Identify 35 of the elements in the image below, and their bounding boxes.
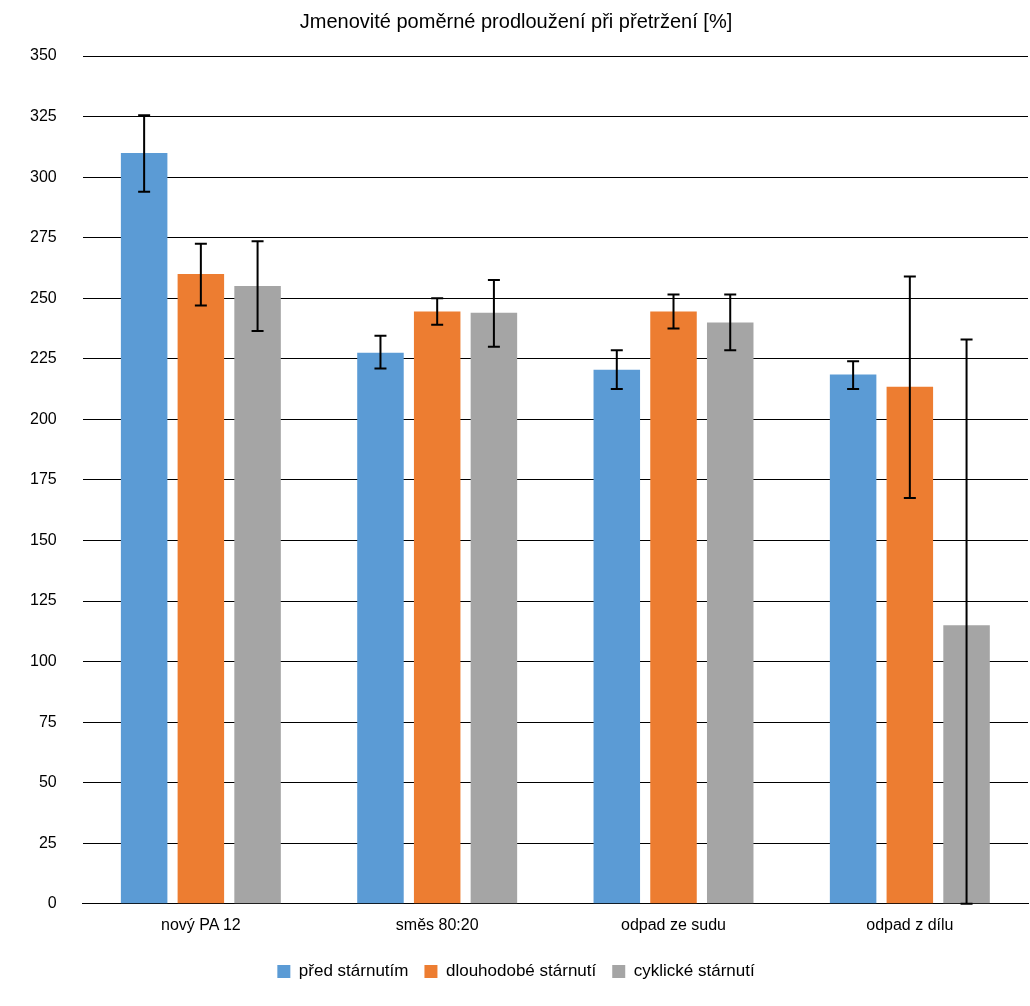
bar bbox=[593, 369, 641, 904]
y-tick-label: 225 bbox=[29, 349, 57, 367]
bar bbox=[706, 322, 754, 904]
y-tick-label: 100 bbox=[29, 651, 57, 669]
bar bbox=[120, 152, 168, 904]
y-tick-label: 350 bbox=[29, 46, 57, 64]
bar bbox=[886, 386, 934, 904]
bar bbox=[650, 311, 697, 904]
y-tick-label: 325 bbox=[29, 106, 57, 124]
bar bbox=[470, 312, 518, 904]
y-tick-label: 175 bbox=[29, 470, 57, 488]
y-tick-label: 250 bbox=[29, 288, 57, 306]
bar bbox=[357, 352, 404, 904]
x-tick-label: nový PA 12 bbox=[160, 915, 241, 933]
y-tick-label: 275 bbox=[29, 228, 57, 246]
bar bbox=[829, 374, 877, 904]
bar bbox=[234, 286, 281, 904]
y-tick-label: 0 bbox=[47, 894, 57, 912]
y-tick-label: 300 bbox=[29, 167, 57, 185]
y-tick-label: 150 bbox=[29, 530, 57, 548]
x-tick-label: směs 80:20 bbox=[395, 915, 479, 933]
chart-title: Jmenovité poměrné prodloužení při přetržení [%] bbox=[299, 9, 733, 32]
y-tick-label: 125 bbox=[29, 591, 57, 609]
x-tick-label: odpad z dílu bbox=[866, 915, 954, 933]
legend-label: dlouhodobé stárnutí bbox=[445, 961, 597, 981]
y-tick-label: 25 bbox=[38, 833, 57, 851]
legend-label: před stárnutím bbox=[298, 961, 409, 981]
bar bbox=[943, 625, 990, 904]
legend-label: cyklické stárnutí bbox=[633, 961, 755, 981]
bar bbox=[177, 274, 225, 904]
y-tick-label: 50 bbox=[38, 773, 57, 791]
x-tick-label: odpad ze sudu bbox=[621, 915, 726, 933]
y-tick-label: 200 bbox=[29, 409, 57, 427]
bar bbox=[413, 311, 461, 904]
y-tick-label: 75 bbox=[38, 712, 57, 730]
